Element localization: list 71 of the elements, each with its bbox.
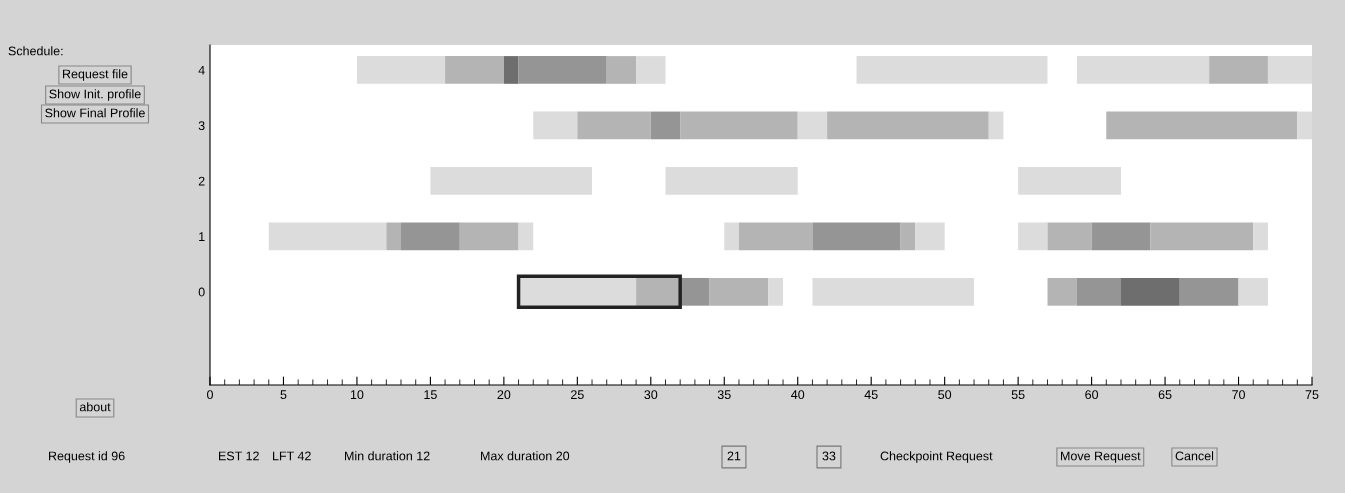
text: 21 [727,451,741,461]
bar [812,222,901,251]
text: 33 [822,451,836,461]
x-tick-label: 10 [350,390,364,400]
bar [577,111,651,140]
bar [533,111,578,140]
text: Max duration 20 [481,451,570,461]
x-tick-label: 60 [1085,390,1099,400]
bar [724,222,739,251]
x-tick-label: 65 [1158,390,1172,400]
y-tick-label: 3 [198,121,205,131]
bar [812,277,975,306]
bar [797,111,828,140]
bar [1076,277,1121,306]
x-tick-label: 45 [864,390,878,400]
x-tick-label: 55 [1011,390,1025,400]
text: LFT 42 [273,451,311,461]
y-tick-label: 1 [199,232,205,241]
bar [900,222,916,251]
bar [356,56,446,84]
bar [709,277,769,306]
text: Checkpoint Request [880,451,993,463]
x-tick-label: 5 [280,390,287,400]
y-tick-label: 0 [198,287,205,297]
bar [430,167,593,195]
y-tick-label: 2 [198,176,205,186]
x-tick-label: 0 [207,390,213,400]
bar [915,222,945,251]
bar [445,56,504,84]
x-tick-label: 25 [571,390,584,400]
bar [518,222,534,251]
text: Min duration 12 [345,451,430,461]
x-tick-label: 40 [791,390,805,400]
text: Cancel [1175,451,1214,461]
x-tick-label: 75 [1305,390,1319,400]
bar [768,277,784,306]
bar [1120,277,1180,306]
text: Request id 96 [49,451,125,463]
text: about [79,402,111,412]
bar [636,277,681,306]
bar [650,111,681,140]
bar [386,222,402,251]
bar [1018,222,1048,251]
bar [680,277,710,306]
y-tick-label: 4 [198,65,205,75]
bar [401,222,460,251]
bar [1253,222,1268,251]
x-tick-label: 15 [424,390,437,400]
text: Request file [63,69,128,81]
bar [1047,222,1092,251]
text: EST 12 [219,451,259,461]
x-tick-label: 50 [938,390,952,400]
bar [459,222,519,251]
x-tick-label: 20 [497,390,511,400]
text: Schedule: [8,46,63,56]
x-tick-label: 70 [1232,390,1245,400]
bar [1267,56,1312,84]
text: Show Init. profile [49,89,141,101]
bar [1238,277,1268,306]
bar [636,56,666,84]
bar [1150,222,1254,251]
bar [1209,56,1268,84]
bar [268,222,387,251]
x-tick-label: 35 [717,390,731,400]
text: Move Request [1061,451,1141,463]
bar [518,277,637,306]
bar [503,56,519,84]
x-tick-label: 30 [644,390,658,400]
bar [1091,222,1151,251]
bar [680,111,798,140]
text: Show Final Profile [45,108,145,118]
